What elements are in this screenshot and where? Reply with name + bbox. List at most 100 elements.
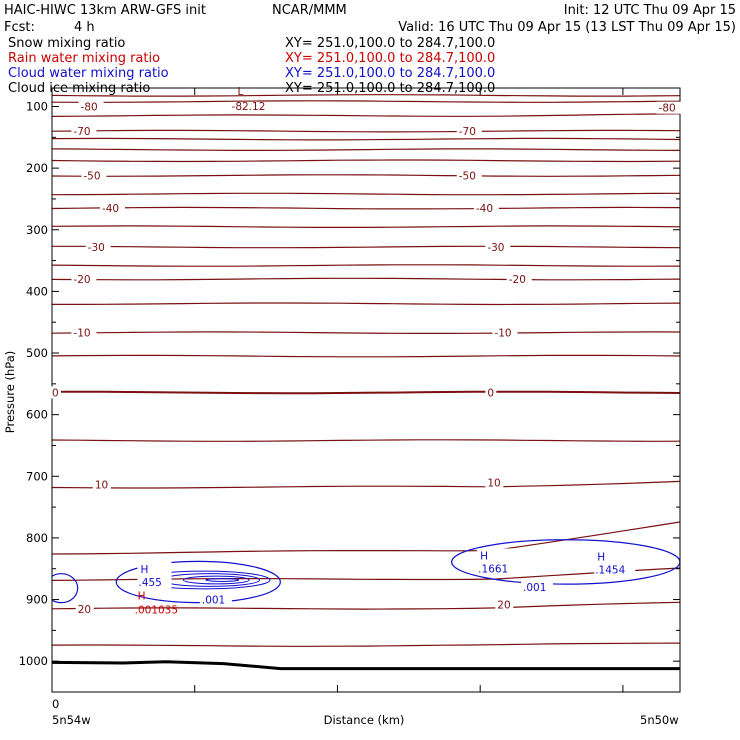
isotherm-4 xyxy=(52,137,680,141)
surface-pressure-line xyxy=(52,660,680,671)
isotherm-label-bg-7 xyxy=(473,202,499,215)
isotherm-label-19: 20 xyxy=(497,599,510,611)
isotherm-7 xyxy=(52,174,680,177)
cloud-water-label-0: .001 xyxy=(202,595,225,607)
isotherm-label-bg-19 xyxy=(495,598,514,611)
isotherm-label-11: -20 xyxy=(509,274,526,286)
y-tick-label-300: 300 xyxy=(26,223,48,237)
y-tick-label-700: 700 xyxy=(26,469,48,483)
isotherm-label-bg-14 xyxy=(50,386,61,399)
y-tick-label-500: 500 xyxy=(26,346,48,360)
cloud-water-max-value-0: .455 xyxy=(138,577,161,589)
isotherm-label-17: 10 xyxy=(487,477,500,489)
plot-frame xyxy=(51,87,681,693)
field-cloudwater-xy: XY= 251.0,100.0 to 284.7,100.0 xyxy=(285,66,495,81)
cloud-water-max-value-2: .1454 xyxy=(595,565,625,577)
cloud-water-label-bg-0 xyxy=(199,593,232,606)
low-marker-value: -82.12 xyxy=(232,101,266,113)
y-tick-label-800: 800 xyxy=(26,531,48,545)
isotherm-8 xyxy=(52,192,680,196)
isotherm-label-4: -50 xyxy=(83,171,100,183)
title-center: NCAR/MMM xyxy=(272,3,347,18)
cloud-water-inner-contour-2 xyxy=(160,573,261,587)
isotherm-19 xyxy=(52,480,680,489)
isotherm-label-16: 10 xyxy=(95,479,108,491)
field-rain-name: Rain water mixing ratio xyxy=(8,51,160,66)
cloud-water-max-symbol-0: H xyxy=(140,564,148,576)
isotherm-label-bg-12 xyxy=(71,326,97,339)
isotherm-label-bg-15 xyxy=(485,386,497,399)
isotherm-6 xyxy=(52,159,680,163)
fcst-value: 4 h xyxy=(74,20,95,35)
cloud-water-max-bg-2 xyxy=(594,549,636,576)
low-marker-symbol: L xyxy=(238,86,244,98)
title-left: HAIC-HIWC 13km ARW-GFS init xyxy=(4,3,206,18)
cloud-water-inner-contour-3 xyxy=(182,575,250,585)
isotherm-label-bg-3 xyxy=(456,125,482,138)
y-tick-label-900: 900 xyxy=(26,593,48,607)
isotherm-15 xyxy=(52,331,680,334)
isotherm-label-bg-1 xyxy=(656,101,682,114)
isotherm-label-2: -70 xyxy=(73,126,90,138)
isotherm-3 xyxy=(52,129,680,133)
isotherm-14 xyxy=(52,302,680,306)
x-axis-label: Distance (km) xyxy=(324,713,405,727)
isotherm-label-bg-17 xyxy=(485,476,504,489)
isotherm-label-bg-5 xyxy=(456,169,482,182)
isotherm-label-14: 0 xyxy=(52,387,59,399)
isotherm-label-bg-4 xyxy=(81,169,107,182)
cloud-water-max-symbol-2: H xyxy=(597,552,605,564)
isotherm-label-0: -80 xyxy=(81,101,98,113)
x-right-endpoint-label: 5n50w xyxy=(640,713,679,727)
y-tick-label-400: 400 xyxy=(26,284,48,298)
isotherm-label-10: -20 xyxy=(73,274,90,286)
isotherm-label-bg-11 xyxy=(506,273,532,286)
isotherm-label-bg-2 xyxy=(71,125,97,138)
isotherm-label-bg-10 xyxy=(71,273,97,286)
rain-max-value-0: .001035 xyxy=(135,604,178,616)
y-tick-label-200: 200 xyxy=(26,161,48,175)
isotherm-label-bg-13 xyxy=(492,326,518,339)
isotherm-label-bg-8 xyxy=(85,241,111,254)
isotherm-13 xyxy=(52,277,680,281)
isotherm-5 xyxy=(52,148,680,151)
y-tick-label-100: 100 xyxy=(26,99,48,113)
x-tick-label-zero: 0 xyxy=(52,697,59,711)
rain-max-symbol-0: H xyxy=(138,590,146,602)
cloud-water-label-bg-1 xyxy=(521,581,553,594)
isotherm-2 xyxy=(52,113,680,117)
field-snow-xy: XY= 251.0,100.0 to 284.7,100.0 xyxy=(285,36,495,51)
isotherm-label-6: -40 xyxy=(102,203,119,215)
field-snow-name: Snow mixing ratio xyxy=(8,36,125,51)
header: HAIC-HIWC 13km ARW-GFS init NCAR/MMM Ini… xyxy=(4,3,736,96)
y-tick-label-600: 600 xyxy=(26,408,48,422)
isotherm-16 xyxy=(52,354,680,358)
isotherm-0 xyxy=(52,94,680,97)
isotherm-label-1: -80 xyxy=(659,103,676,115)
fcst-label: Fcst: xyxy=(4,20,35,35)
isotherm-label-3: -70 xyxy=(459,126,476,138)
isotherm-label-bg-6 xyxy=(99,202,125,215)
isotherm-label-bg-18 xyxy=(75,602,94,615)
isotherm-17 xyxy=(52,390,680,395)
cloud-water-max-symbol-1: H xyxy=(480,550,488,562)
cloud-water-max-bg-1 xyxy=(477,548,519,575)
field-cloudwater-name: Cloud water mixing ratio xyxy=(8,66,169,81)
isotherm-18 xyxy=(52,439,680,442)
isotherm-12 xyxy=(52,264,680,267)
cloud-water-label-1: .001 xyxy=(523,582,546,594)
cloud-water-max-value-1: .1661 xyxy=(478,563,508,575)
isotherm-label-7: -40 xyxy=(476,203,493,215)
isotherm-label-bg-9 xyxy=(485,241,511,254)
isotherm-label-13: -10 xyxy=(494,328,511,340)
isotherm-label-12: -10 xyxy=(73,328,90,340)
isotherm-label-9: -30 xyxy=(487,242,504,254)
isotherm-1 xyxy=(52,100,680,103)
isotherm-10 xyxy=(52,225,680,228)
isotherm-23 xyxy=(52,642,680,647)
isotherm-label-5: -50 xyxy=(459,171,476,183)
y-axis-label: Pressure (hPa) xyxy=(3,351,17,434)
cloud-water-max-bg-0 xyxy=(137,561,172,588)
